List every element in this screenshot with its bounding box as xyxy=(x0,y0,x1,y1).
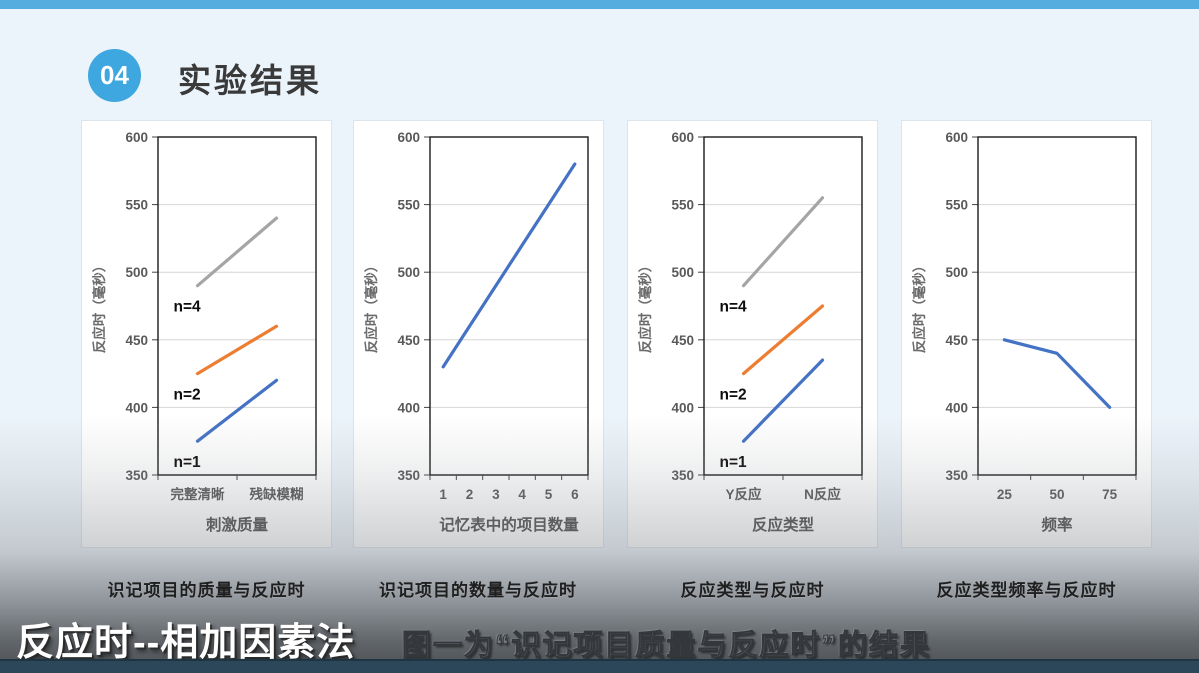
chart-caption-item-count: 识记项目的数量与反应时 xyxy=(379,581,577,600)
x-tick-label: 6 xyxy=(571,487,579,502)
series-label-n=1: n=1 xyxy=(720,454,748,471)
x-axis-title: 刺激质量 xyxy=(206,515,269,534)
y-tick-label: 500 xyxy=(397,265,420,280)
x-tick-label: 75 xyxy=(1102,487,1118,502)
x-tick-label: 1 xyxy=(439,487,447,502)
series-line-n=2 xyxy=(741,304,825,376)
top-accent-bar xyxy=(0,0,1199,9)
series-line-反应时 xyxy=(441,162,577,369)
y-axis-title: 反应时（毫秒） xyxy=(911,259,927,354)
series-label-n=2: n=2 xyxy=(720,387,747,404)
chart-canvas-item-count: 350 400 450 500 550 600 1 2 3 4 5 6 记忆表中的项目数量 反应时（毫秒） xyxy=(363,130,589,534)
chart-caption-response-type: 反应类型与反应时 xyxy=(680,581,825,600)
y-tick-label: 350 xyxy=(397,468,420,483)
video-subtitle-text: 反应时--相加因素法 xyxy=(16,622,356,664)
y-axis-title: 反应时（毫秒） xyxy=(91,259,107,354)
y-tick-label: 400 xyxy=(397,400,420,415)
x-tick-label: 25 xyxy=(997,487,1013,502)
x-tick-label: 5 xyxy=(545,487,553,502)
x-tick-label: Y反应 xyxy=(725,486,762,502)
series-label-n=2: n=2 xyxy=(174,387,201,404)
chart-caption-response-frequency: 反应类型频率与反应时 xyxy=(936,581,1117,600)
bottom-bar xyxy=(0,659,1199,673)
y-tick-label: 600 xyxy=(945,130,968,145)
x-tick-label: 残缺模糊 xyxy=(250,486,304,502)
x-axis-title: 反应类型 xyxy=(752,515,815,534)
x-tick-label: 3 xyxy=(492,487,500,502)
series-label-n=4: n=4 xyxy=(720,299,748,316)
y-tick-label: 450 xyxy=(671,333,694,348)
y-tick-label: 350 xyxy=(671,468,694,483)
chart-card-item-count: 350 400 450 500 550 600 1 2 3 4 5 6 记忆表中的项目数量 反应时（毫秒） xyxy=(354,121,603,547)
y-tick-label: 350 xyxy=(125,468,148,483)
y-tick-label: 550 xyxy=(945,198,968,213)
plot-border xyxy=(977,136,1137,476)
page-title: 实验结果 xyxy=(178,62,322,99)
series-label-n=4: n=4 xyxy=(174,299,202,316)
y-tick-label: 600 xyxy=(671,130,694,145)
y-tick-label: 450 xyxy=(397,333,420,348)
chart-card-response-frequency: 350 400 450 500 550 600 25 50 75 频率 反应时（毫秒） xyxy=(902,121,1151,547)
y-tick-label: 400 xyxy=(945,400,968,415)
y-tick-label: 350 xyxy=(945,468,968,483)
y-tick-label: 450 xyxy=(945,333,968,348)
series-line-n=1 xyxy=(195,378,279,443)
chart-caption-stimulus-quality: 识记项目的质量与反应时 xyxy=(107,581,306,600)
chart-card-response-type: 350 400 450 500 550 600 Y反应 N反应反应类型 反应时（毫秒） n=1 n=… xyxy=(628,121,877,547)
series-line-n=1 xyxy=(741,358,825,443)
y-tick-label: 500 xyxy=(945,265,968,280)
x-tick-label: N反应 xyxy=(804,486,841,502)
series-label-n=1: n=1 xyxy=(174,454,202,471)
slide-footer-result-text: 图一为“识记项目质量与反应时”的结果 xyxy=(401,630,932,663)
y-axis-title: 反应时（毫秒） xyxy=(363,259,379,354)
series-line-n=4 xyxy=(741,196,825,288)
series-line-n=4 xyxy=(195,216,279,288)
section-number-badge: 04 xyxy=(88,49,141,102)
y-tick-label: 500 xyxy=(671,265,694,280)
chart-card-stimulus-quality: 350 400 450 500 550 600 完整清晰 残缺模糊刺激质量 反应时（毫秒） n=1… xyxy=(82,121,331,547)
x-tick-label: 4 xyxy=(518,487,526,502)
y-tick-label: 550 xyxy=(671,198,694,213)
y-tick-label: 600 xyxy=(125,130,148,145)
y-tick-label: 550 xyxy=(125,198,148,213)
x-tick-label: 2 xyxy=(466,487,474,502)
x-axis-title: 频率 xyxy=(1041,515,1073,534)
y-tick-label: 500 xyxy=(125,265,148,280)
y-axis-title: 反应时（毫秒） xyxy=(637,259,653,354)
y-tick-label: 600 xyxy=(397,130,420,145)
series-line-n=2 xyxy=(195,324,279,376)
header: 04 实验结果 xyxy=(0,40,1199,110)
y-tick-label: 550 xyxy=(397,198,420,213)
y-tick-label: 400 xyxy=(125,400,148,415)
x-tick-label: 50 xyxy=(1049,487,1064,502)
y-tick-label: 400 xyxy=(671,400,694,415)
x-axis-title: 记忆表中的项目数量 xyxy=(439,515,579,534)
chart-canvas-response-frequency: 350 400 450 500 550 600 25 50 75 频率 反应时（毫秒） xyxy=(911,130,1137,534)
y-tick-label: 450 xyxy=(125,333,148,348)
x-tick-label: 完整清晰 xyxy=(171,486,225,502)
series-line-反应时 xyxy=(1002,338,1112,409)
plot-border xyxy=(429,136,589,476)
